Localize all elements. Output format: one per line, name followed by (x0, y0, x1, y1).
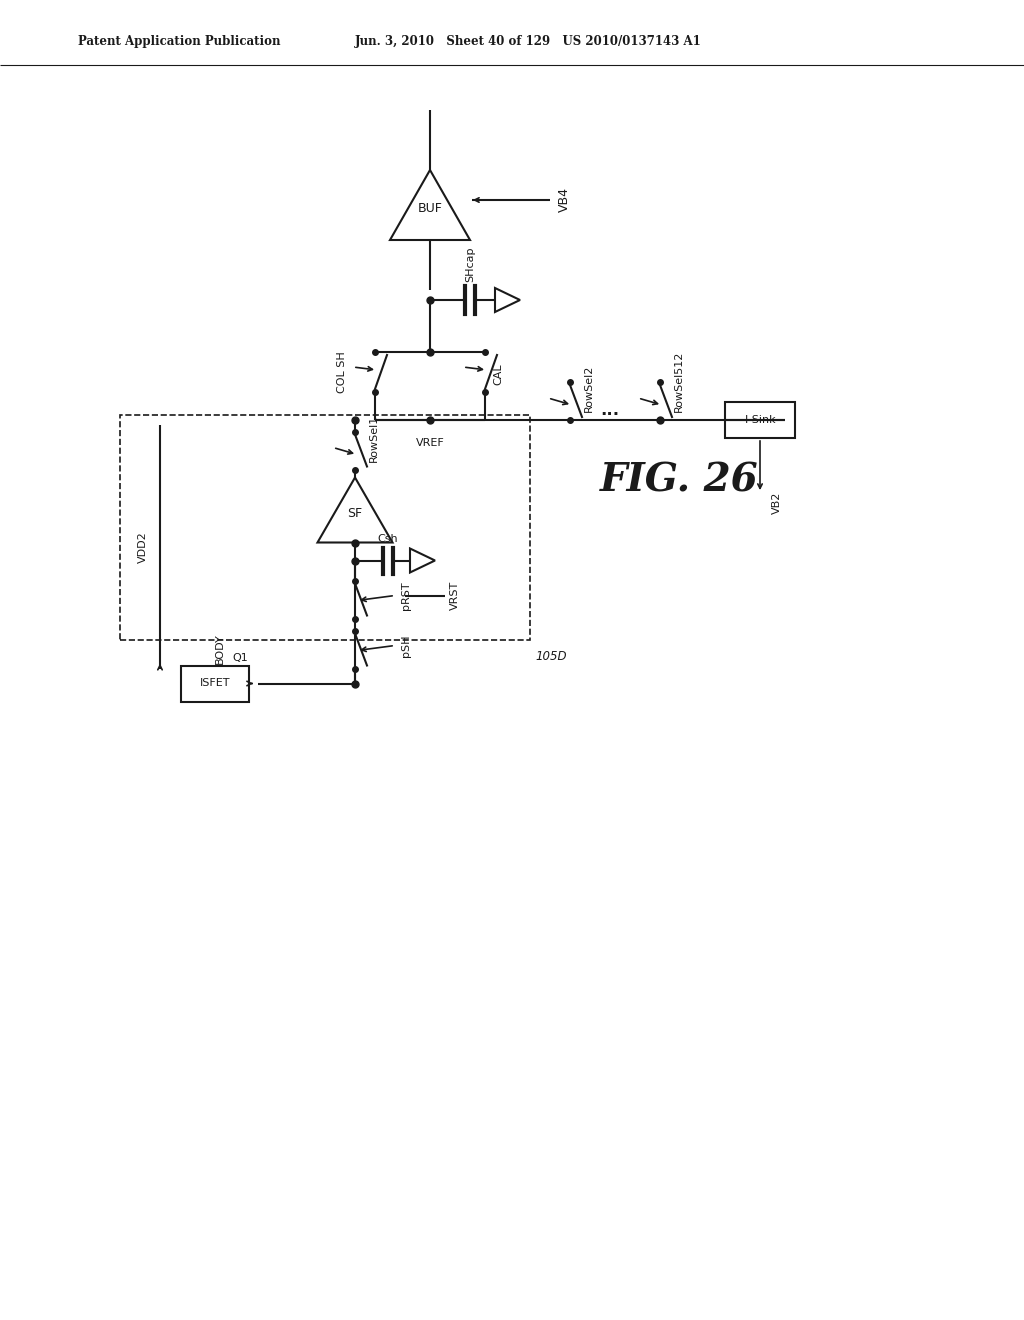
Bar (181, 665, 249, 701)
Text: pSH: pSH (401, 634, 411, 657)
Text: BUF: BUF (418, 202, 442, 215)
Text: VRST: VRST (450, 581, 460, 610)
Text: Q1: Q1 (232, 653, 248, 664)
Text: RowSel2: RowSel2 (584, 364, 594, 412)
Text: Csh: Csh (378, 535, 398, 544)
Text: ISFET: ISFET (200, 678, 230, 689)
Text: BODY: BODY (215, 632, 225, 664)
Text: CAL: CAL (493, 363, 503, 385)
Text: I Sink: I Sink (744, 414, 775, 425)
Text: VDD2: VDD2 (138, 531, 148, 562)
Text: ...: ... (600, 401, 620, 418)
Text: Patent Application Publication: Patent Application Publication (78, 36, 281, 48)
Text: VB4: VB4 (558, 187, 571, 213)
Text: RowSel512: RowSel512 (674, 351, 684, 412)
Text: SHcap: SHcap (465, 247, 475, 282)
Text: Jun. 3, 2010   Sheet 40 of 129   US 2010/0137143 A1: Jun. 3, 2010 Sheet 40 of 129 US 2010/013… (355, 36, 701, 48)
Bar (120, 414, 530, 640)
Text: VB2: VB2 (772, 492, 782, 515)
Text: COL SH: COL SH (337, 351, 347, 393)
Bar (725, 403, 795, 438)
Text: RowSel1: RowSel1 (369, 414, 379, 462)
Text: FIG. 26: FIG. 26 (600, 461, 759, 499)
Text: 105D: 105D (535, 649, 566, 663)
Text: VREF: VREF (416, 438, 444, 447)
Text: SF: SF (347, 507, 362, 520)
Text: pRST: pRST (401, 581, 411, 610)
